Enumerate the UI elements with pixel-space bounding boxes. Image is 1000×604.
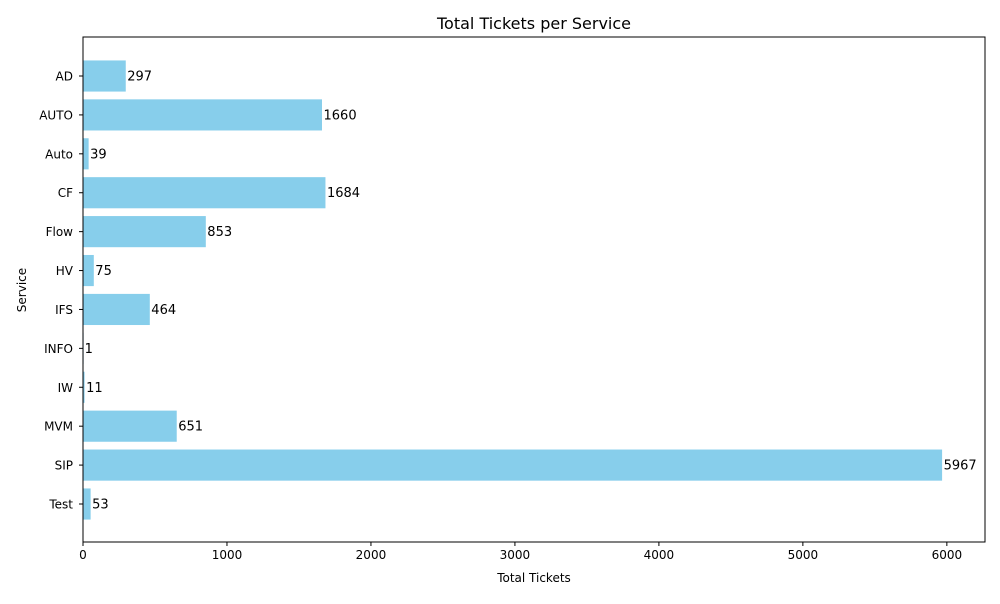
y-tick-label: Flow [46,225,74,239]
data-label-ad: 297 [127,70,152,85]
bar-sip [83,449,943,481]
bar-auto [83,138,89,170]
chart-title: Total Tickets per Service [436,14,631,33]
bar-cf [83,177,326,209]
data-label-cf: 1684 [327,186,360,201]
x-tick-label: 5000 [788,548,819,562]
bar-hv [83,254,94,287]
data-label-ifs: 464 [151,303,176,318]
x-tick-label: 4000 [644,548,675,562]
data-label-hv: 75 [95,264,112,279]
y-tick-label: AD [56,70,73,84]
data-label-test: 53 [92,498,109,513]
bars-layer [83,60,943,520]
y-axis: AD AUTO Auto CF Flow HV IFS INFO IW MVM SIP Test [39,70,83,512]
plot-frame [82,36,986,543]
bar-mvm [83,410,177,442]
y-tick-label: HV [56,264,74,278]
bar-auto [83,99,322,131]
y-tick-label: Test [48,498,73,512]
x-axis: 0 1000 2000 3000 4000 5000 6000 [79,542,962,562]
y-tick-label: Auto [45,147,73,161]
x-tick-label: 3000 [500,548,531,562]
y-tick-label: IFS [55,303,73,317]
y-tick-label: SIP [55,459,73,473]
x-axis-label: Total Tickets [496,571,571,585]
y-tick-label: MVM [44,420,73,434]
y-tick-label: IW [58,381,74,395]
data-label-iw: 11 [86,381,103,396]
data-label-sip: 5967 [944,459,977,474]
data-label-auto: 1660 [324,108,357,123]
bar-ifs [83,293,150,326]
x-tick-label: 1000 [212,548,243,562]
y-tick-label: AUTO [39,108,73,122]
bar-iw [83,371,85,403]
y-tick-label: CF [58,186,73,200]
data-label-mvm: 651 [178,420,203,435]
data-label-flow: 853 [207,225,232,240]
bar-ad [83,60,126,92]
data-label-auto: 39 [90,147,107,162]
y-axis-label: Service [15,268,29,312]
bar-flow [83,216,206,248]
x-tick-label: 0 [79,548,87,562]
y-tick-label: INFO [44,342,73,356]
bar-test [83,488,91,520]
x-tick-label: 6000 [932,548,963,562]
x-tick-label: 2000 [356,548,387,562]
data-label-info: 1 [85,342,93,357]
